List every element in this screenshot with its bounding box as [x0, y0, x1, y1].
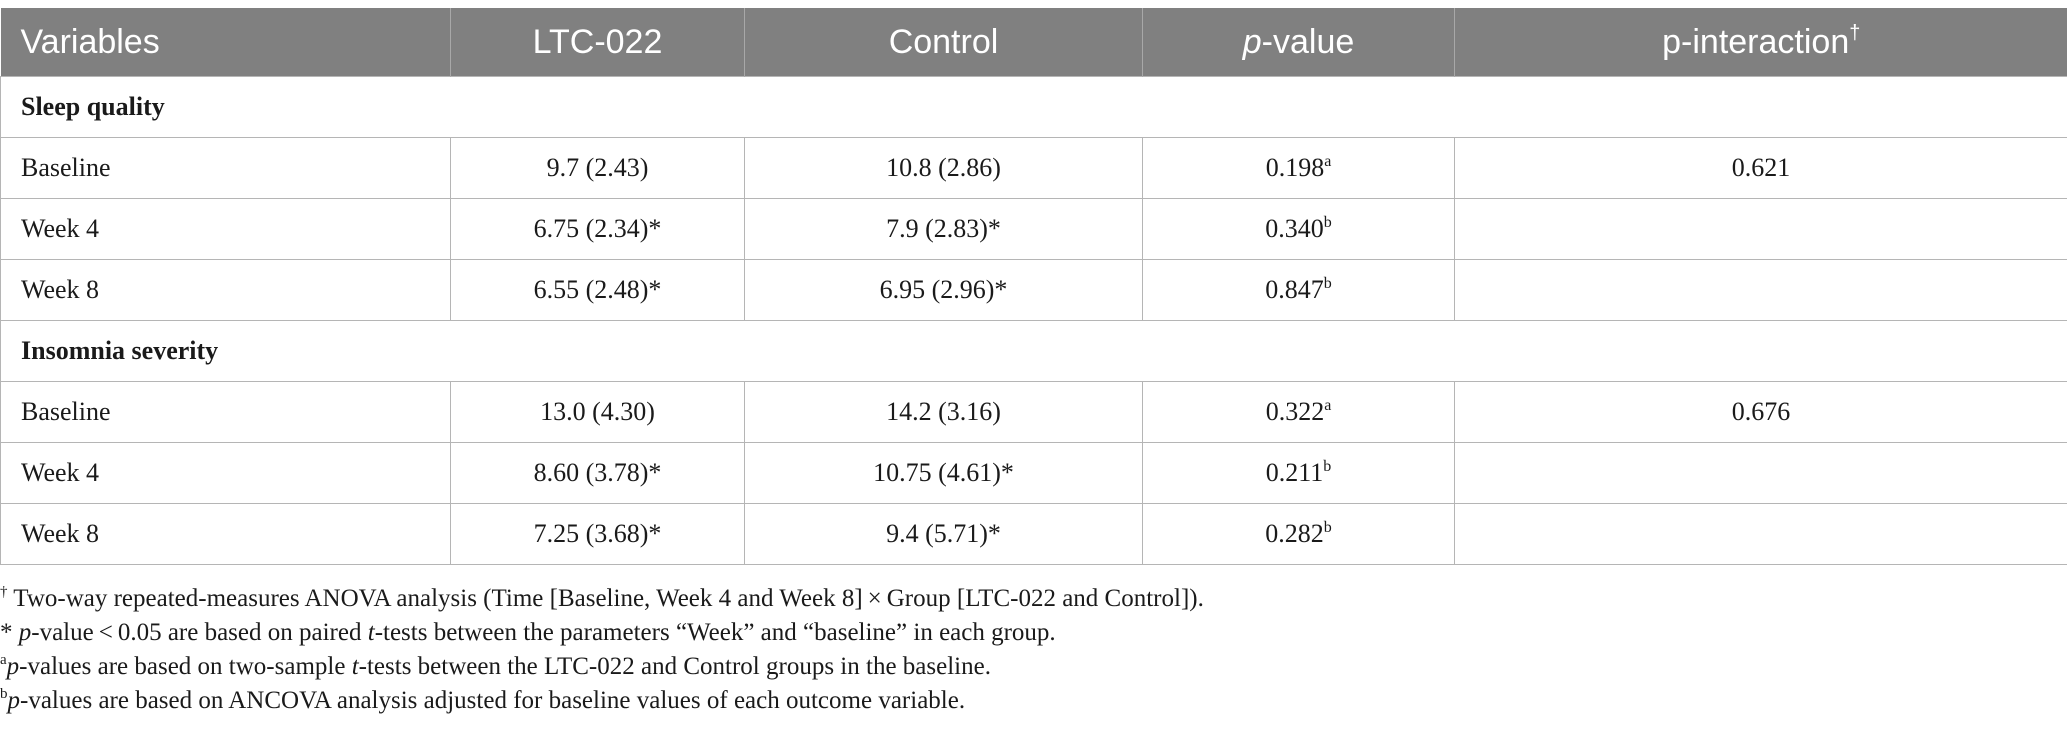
cell-p-value: 0.847b	[1142, 259, 1455, 321]
cell-ltc: 6.75 (2.34)*	[450, 198, 745, 260]
header-row: Variables LTC-022 Control p-value p-inte…	[0, 8, 2067, 77]
p-value-superscript: a	[1324, 153, 1332, 170]
table-footnotes: † Two-way repeated-measures ANOVA analys…	[0, 582, 2067, 718]
p-value-superscript: b	[1323, 519, 1332, 536]
header-p-value-rest: -value	[1261, 22, 1355, 61]
cell-ltc: 8.60 (3.78)*	[450, 442, 745, 504]
cell-control: 9.4 (5.71)*	[744, 503, 1143, 565]
cell-control: 14.2 (3.16)	[744, 381, 1143, 443]
footnote-a: ap-values are based on two-sample t-test…	[0, 650, 2067, 684]
footnote-a-mid: -values are based on two-sample	[19, 653, 352, 680]
footnote-star-prefix: *	[0, 619, 19, 646]
p-value-number: 0.322	[1265, 397, 1325, 426]
footnote-dagger-mark: †	[0, 584, 8, 600]
footnote-star: * p-value < 0.05 are based on paired t-t…	[0, 616, 2067, 650]
cell-p-interaction: 0.676	[1454, 381, 2067, 443]
header-p-letter: p	[1242, 22, 1262, 61]
p-value-superscript: a	[1324, 397, 1332, 414]
table-row: Week 8 6.55 (2.48)* 6.95 (2.96)* 0.847b	[0, 259, 2067, 321]
table-row: Week 8 7.25 (3.68)* 9.4 (5.71)* 0.282b	[0, 503, 2067, 565]
header-control: Control	[744, 8, 1143, 77]
cell-control: 7.9 (2.83)*	[744, 198, 1143, 260]
cell-control: 10.8 (2.86)	[744, 137, 1143, 199]
p-value-number: 0.282	[1265, 519, 1324, 548]
header-p-value: p-value	[1142, 8, 1455, 77]
footnote-star-mid: -value < 0.05 are based on paired	[31, 619, 368, 646]
footnote-dagger-text: Two-way repeated-measures ANOVA analysis…	[7, 585, 1204, 612]
table-row: Baseline 13.0 (4.30) 14.2 (3.16) 0.322a …	[0, 381, 2067, 443]
cell-p-interaction: 0.621	[1454, 137, 2067, 199]
section-row: Insomnia severity	[0, 320, 2067, 382]
results-table: Variables LTC-022 Control p-value p-inte…	[0, 8, 2067, 565]
header-p-interaction-label: p-interaction	[1662, 22, 1850, 61]
cell-control: 10.75 (4.61)*	[744, 442, 1143, 504]
cell-ltc: 9.7 (2.43)	[450, 137, 745, 199]
p-value-superscript: b	[1323, 458, 1332, 475]
footnote-star-p: p	[18, 619, 32, 646]
footnote-a-mark: a	[0, 652, 7, 668]
cell-p-interaction	[1454, 503, 2067, 565]
cell-p-value: 0.282b	[1142, 503, 1455, 565]
cell-p-interaction	[1454, 198, 2067, 260]
cell-ltc: 6.55 (2.48)*	[450, 259, 745, 321]
p-value-superscript: b	[1323, 214, 1332, 231]
footnote-a-p: p	[6, 653, 20, 680]
footnote-b-p: p	[7, 687, 21, 714]
header-dagger-mark: †	[1849, 21, 1861, 44]
cell-p-value: 0.322a	[1142, 381, 1455, 443]
row-label: Week 4	[0, 198, 451, 260]
cell-ltc: 13.0 (4.30)	[450, 381, 745, 443]
cell-p-value: 0.340b	[1142, 198, 1455, 260]
p-value-number: 0.198	[1265, 153, 1325, 182]
footnote-b-mark: b	[0, 686, 8, 702]
cell-p-value: 0.198a	[1142, 137, 1455, 199]
header-variables: Variables	[0, 8, 451, 77]
cell-p-interaction	[1454, 442, 2067, 504]
row-label: Baseline	[0, 381, 451, 443]
cell-p-value: 0.211b	[1142, 442, 1455, 504]
row-label: Baseline	[0, 137, 451, 199]
footnote-a-t: t	[351, 653, 359, 680]
row-label: Week 8	[0, 503, 451, 565]
footnote-dagger: † Two-way repeated-measures ANOVA analys…	[0, 582, 2067, 616]
header-p-interaction: p-interaction†	[1454, 8, 2067, 77]
footnote-b-rest: -values are based on ANCOVA analysis adj…	[20, 687, 966, 714]
table-row: Week 4 8.60 (3.78)* 10.75 (4.61)* 0.211b	[0, 442, 2067, 504]
footnote-a-rest: -tests between the LTC-022 and Control g…	[358, 653, 991, 680]
p-value-number: 0.847	[1265, 275, 1324, 304]
results-table-wrapper: Variables LTC-022 Control p-value p-inte…	[0, 8, 2067, 565]
table-row: Week 4 6.75 (2.34)* 7.9 (2.83)* 0.340b	[0, 198, 2067, 260]
footnote-star-rest: -tests between the parameters “Week” and…	[374, 619, 1056, 646]
section-row: Sleep quality	[0, 76, 2067, 138]
p-value-number: 0.211	[1265, 458, 1324, 487]
section-title: Sleep quality	[0, 76, 2067, 138]
table-row: Baseline 9.7 (2.43) 10.8 (2.86) 0.198a 0…	[0, 137, 2067, 199]
cell-p-interaction	[1454, 259, 2067, 321]
p-value-number: 0.340	[1265, 214, 1324, 243]
cell-control: 6.95 (2.96)*	[744, 259, 1143, 321]
section-title: Insomnia severity	[0, 320, 2067, 382]
header-ltc-022: LTC-022	[450, 8, 745, 77]
footnote-b: bp-values are based on ANCOVA analysis a…	[0, 684, 2067, 718]
p-value-superscript: b	[1323, 275, 1332, 292]
row-label: Week 4	[0, 442, 451, 504]
footnote-star-t: t	[367, 619, 375, 646]
cell-ltc: 7.25 (3.68)*	[450, 503, 745, 565]
row-label: Week 8	[0, 259, 451, 321]
